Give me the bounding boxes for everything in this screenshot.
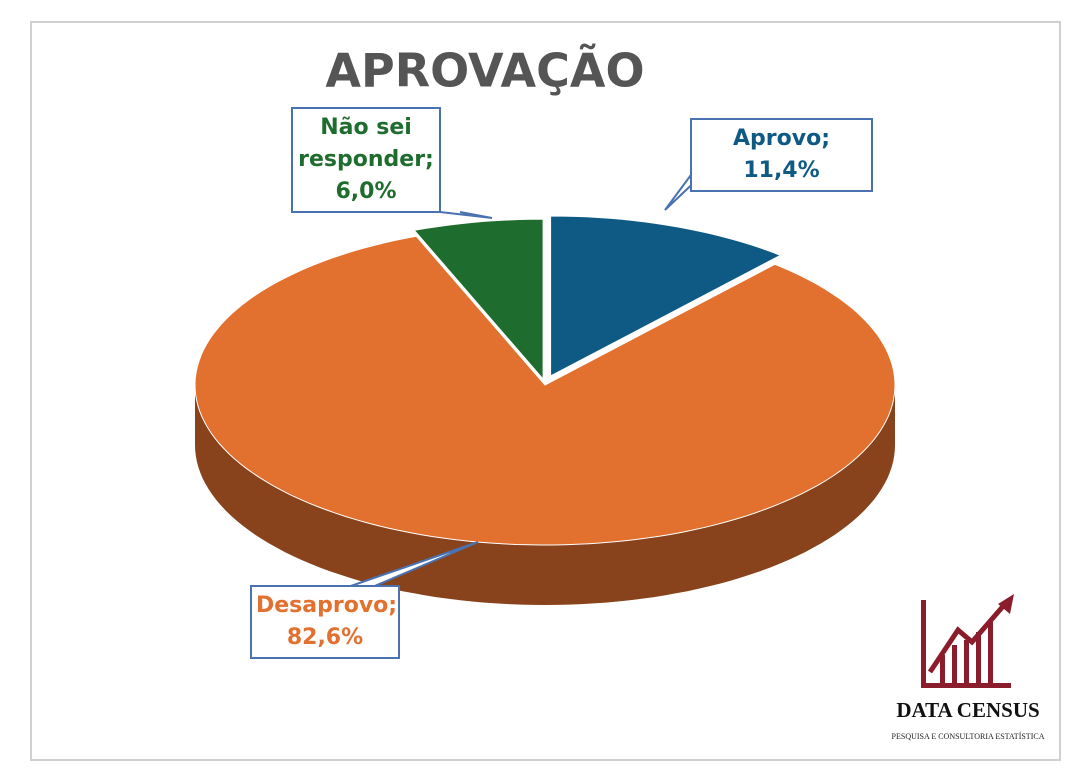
data-label: Não sei responder; 6,0%	[291, 107, 441, 213]
slice	[550, 215, 782, 377]
logo-bar	[976, 632, 981, 683]
slice	[413, 218, 544, 381]
data-label: Aprovo; 11,4%	[690, 118, 873, 192]
leader-line	[344, 541, 479, 589]
leader-line	[439, 211, 493, 219]
logo-axis	[921, 600, 926, 688]
logo-axis	[921, 683, 1011, 688]
logo-bar	[988, 622, 993, 683]
data-label: Desaprovo; 82,6%	[250, 585, 400, 659]
logo-bar	[952, 645, 957, 683]
logo-tagline: PESQUISA E CONSULTORIA ESTATÍSTICA	[892, 731, 1045, 741]
logo-icon	[921, 594, 1014, 688]
logo-bar	[940, 655, 945, 683]
slice	[194, 235, 896, 546]
logo-bar	[964, 640, 969, 683]
chart-title: APROVAÇÃO	[325, 43, 644, 98]
logo-arrow	[998, 594, 1014, 614]
slice-side	[195, 385, 895, 605]
logo-trend	[927, 602, 1007, 674]
logo-name: DATA CENSUS	[896, 698, 1039, 722]
pie	[194, 215, 896, 605]
